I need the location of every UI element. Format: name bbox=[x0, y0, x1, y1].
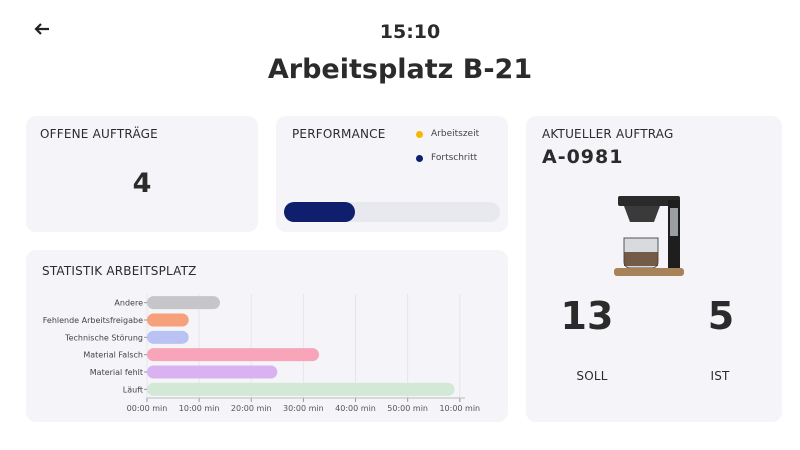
x-tick-label: 10:00 min bbox=[439, 404, 480, 413]
legend-label: Arbeitszeit bbox=[431, 129, 480, 139]
legend-item: Fortschritt bbox=[416, 152, 479, 164]
card-label: OFFENE AUFTRÄGE bbox=[40, 127, 158, 141]
y-tick-label: Material fehlt bbox=[90, 368, 143, 377]
x-tick-label: 20:00 min bbox=[231, 404, 272, 413]
target-count: 13 bbox=[560, 294, 614, 338]
y-tick-label: Technische Störung bbox=[64, 333, 143, 342]
y-tick-label: Fehlende Arbeitsfreigabe bbox=[43, 316, 143, 325]
chart-title: STATISTIK ARBEITSPLATZ bbox=[42, 264, 197, 278]
x-tick-label: 00:00 min bbox=[127, 404, 168, 413]
card-label: PERFORMANCE bbox=[292, 127, 386, 141]
x-tick-label: 10:00 min bbox=[179, 404, 220, 413]
clock: 15:10 bbox=[379, 21, 441, 43]
x-tick-label: 40:00 min bbox=[335, 404, 376, 413]
page-title: Arbeitsplatz B-21 bbox=[267, 54, 533, 85]
open-orders-card: OFFENE AUFTRÄGE 4 bbox=[26, 116, 258, 232]
order-id: A-0981 bbox=[542, 146, 624, 168]
progress-track bbox=[284, 202, 500, 222]
actual-label: IST bbox=[710, 369, 730, 383]
current-order-card: AKTUELLER AUFTRAG A-0981 13 5 SOLL IST bbox=[526, 116, 782, 422]
bar bbox=[147, 313, 189, 327]
y-tick-label: Läuft bbox=[123, 385, 143, 394]
legend-label: Fortschritt bbox=[431, 153, 478, 163]
legend-dot bbox=[416, 130, 423, 138]
card-label: AKTUELLER AUFTRAG bbox=[542, 127, 674, 141]
open-orders-count: 4 bbox=[132, 168, 152, 199]
bar bbox=[147, 296, 220, 310]
x-tick-label: 50:00 min bbox=[387, 404, 428, 413]
legend-dot bbox=[416, 154, 423, 162]
chart: 00:00 min 10:00 min 20:00 min 30:00 min 40:0… bbox=[43, 294, 480, 413]
bar bbox=[147, 330, 189, 344]
y-tick-label: Material Falsch bbox=[83, 351, 143, 360]
y-tick-label: Andere bbox=[114, 299, 143, 308]
bar bbox=[147, 365, 278, 379]
target-label: SOLL bbox=[576, 369, 608, 383]
actual-count: 5 bbox=[707, 294, 735, 338]
statistics-card: STATISTIK ARBEITSPLATZ 00:00 min 10:00 mi… bbox=[26, 250, 508, 422]
x-tick-label: 30:00 min bbox=[283, 404, 324, 413]
legend-item: Arbeitszeit bbox=[416, 128, 479, 140]
performance-card: PERFORMANCE Arbeitszeit Fortschritt bbox=[276, 116, 508, 232]
back-button[interactable] bbox=[33, 22, 51, 36]
legend: Arbeitszeit Fortschritt bbox=[416, 128, 479, 176]
product-image bbox=[614, 196, 684, 276]
bar bbox=[147, 382, 455, 396]
bar bbox=[147, 348, 320, 362]
progress-fill bbox=[284, 202, 356, 222]
